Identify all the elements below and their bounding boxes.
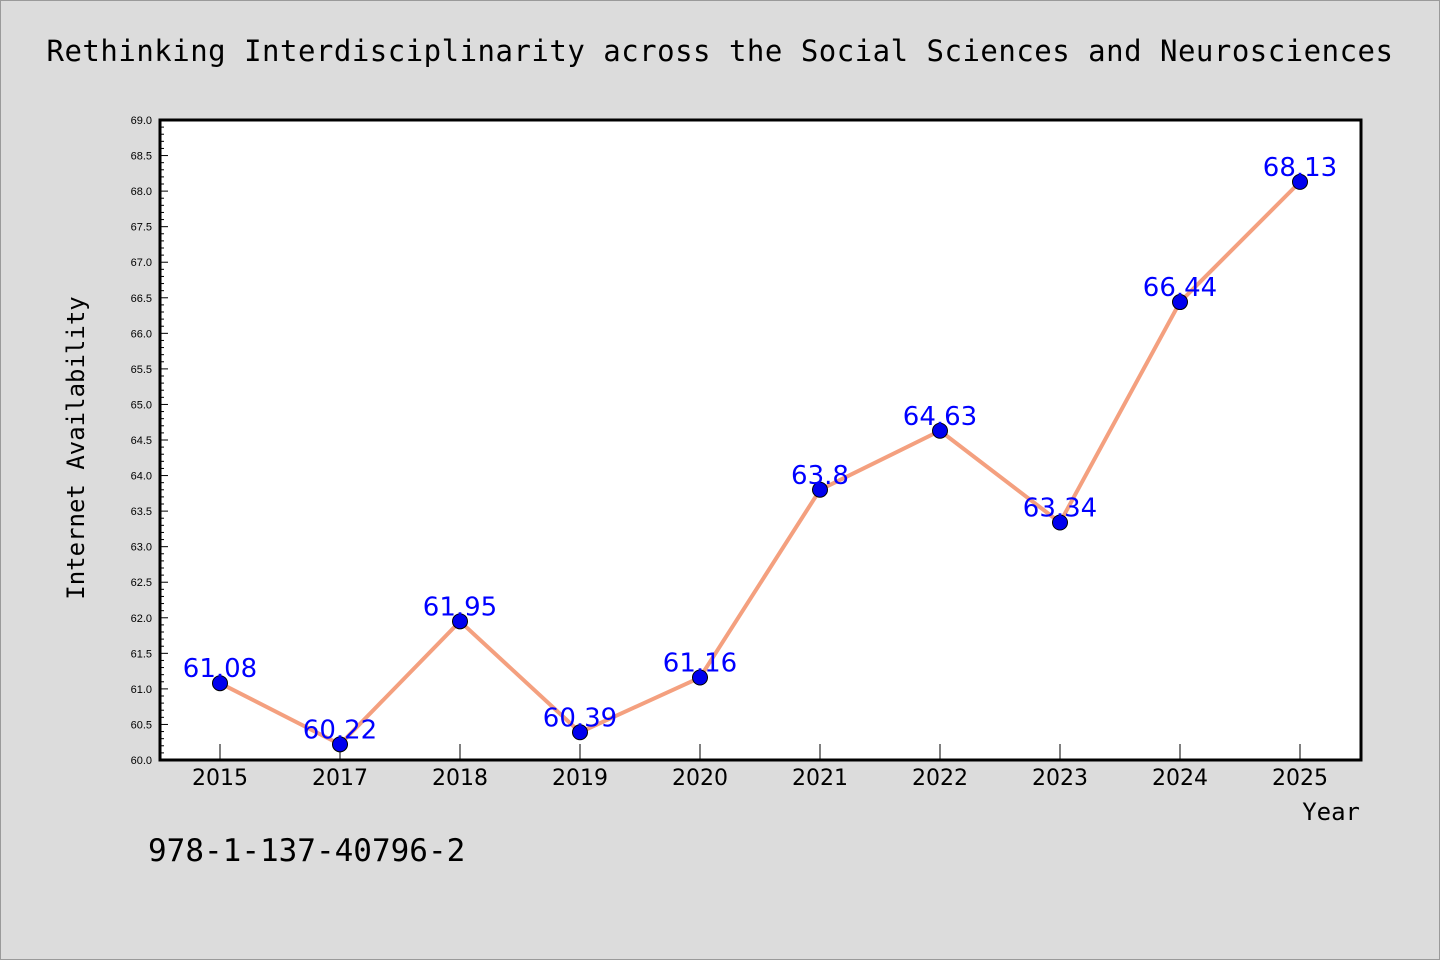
x-tick-label: 2025 — [1272, 766, 1328, 791]
data-label: 61.95 — [423, 592, 497, 622]
y-tick-label: 62.5 — [131, 577, 152, 589]
plot-area — [158, 118, 1363, 762]
data-point-2017 — [332, 736, 348, 753]
x-tick-label: 2018 — [432, 766, 488, 791]
y-tick-label: 60.5 — [131, 719, 152, 731]
data-label: 64.63 — [903, 402, 977, 432]
data-labels: 61.08 60.22 61.95 60.39 61.16 63.8 64.63 63.34 6… — [183, 153, 1337, 745]
x-tick-label: 2024 — [1152, 766, 1208, 791]
y-tick-label: 62.0 — [131, 613, 152, 625]
data-point-2019 — [572, 724, 588, 741]
x-tick-label: 2019 — [552, 766, 608, 791]
y-tick-label: 66.5 — [131, 293, 152, 305]
data-label: 60.39 — [543, 703, 617, 733]
data-label: 60.22 — [303, 715, 377, 745]
data-point-2023 — [1052, 514, 1068, 531]
x-tick-label: 2023 — [1032, 766, 1088, 791]
data-point-2015 — [212, 675, 228, 692]
data-label: 63.34 — [1023, 493, 1097, 523]
x-axis: 2015 2017 2018 2019 2020 2021 2022 2023 2024 2025 — [192, 744, 1328, 791]
data-point-2024 — [1172, 294, 1188, 311]
y-tick-label: 68.5 — [131, 151, 152, 163]
x-tick-label: 2015 — [192, 766, 248, 791]
data-point-2020 — [692, 669, 708, 686]
y-tick-label: 64.5 — [131, 435, 152, 447]
y-tick-label: 61.5 — [131, 648, 152, 660]
y-tick-label: 69.0 — [131, 115, 152, 127]
x-axis-label: Year — [1302, 798, 1360, 826]
y-tick-label: 65.0 — [131, 399, 152, 411]
x-tick-label: 2021 — [792, 766, 848, 791]
data-point-2018 — [452, 613, 468, 630]
series-polyline — [219, 180, 1302, 747]
data-label: 63.8 — [791, 461, 849, 491]
y-axis: 60.0 60.5 61.0 61.5 62.0 62.5 63.0 63.5 64.0 64.5… — [131, 115, 168, 767]
data-label: 68.13 — [1263, 153, 1337, 183]
chart-title: Rethinking Interdisciplinarity across th… — [46, 34, 1394, 68]
data-point-2022 — [932, 422, 948, 439]
isbn-code: 978-1-137-40796-2 — [148, 833, 466, 869]
x-tick-label: 2020 — [672, 766, 728, 791]
y-tick-label: 67.0 — [131, 257, 152, 269]
data-label: 61.08 — [183, 654, 257, 684]
y-tick-label: 67.5 — [131, 222, 152, 234]
series-line — [212, 173, 1308, 753]
data-label: 66.44 — [1143, 273, 1217, 303]
x-tick-label: 2017 — [312, 766, 368, 791]
y-tick-label: 68.0 — [131, 186, 152, 198]
y-tick-label: 63.5 — [131, 506, 152, 518]
y-axis-label: Internet Availability — [62, 296, 90, 599]
y-tick-label: 66.0 — [131, 328, 152, 340]
y-tick-label: 61.0 — [131, 684, 152, 696]
y-tick-label: 64.0 — [131, 471, 152, 483]
y-tick-label: 63.0 — [131, 542, 152, 554]
x-tick-label: 2022 — [912, 766, 968, 791]
data-label: 61.16 — [663, 649, 737, 679]
y-tick-label: 60.0 — [131, 755, 152, 767]
data-point-2021 — [812, 481, 828, 498]
y-tick-label: 65.5 — [131, 364, 152, 376]
data-point-2025 — [1292, 173, 1308, 190]
